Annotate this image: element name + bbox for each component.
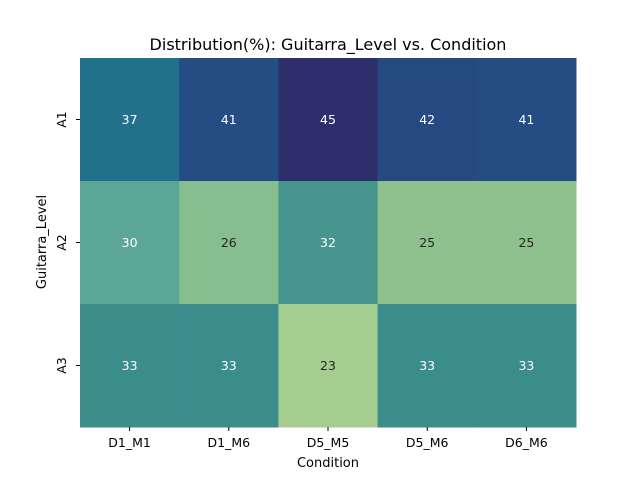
chart-title: Distribution(%): Guitarra_Level vs. Cond… xyxy=(150,35,507,55)
x-tick-label: D1_M6 xyxy=(208,435,251,450)
heatmap-cell-A1-D6_M6 xyxy=(476,58,577,182)
cell-value-label: 26 xyxy=(221,235,237,250)
cell-value-label: 37 xyxy=(122,112,138,127)
cell-value-label: 30 xyxy=(122,235,138,250)
cell-value-label: 23 xyxy=(320,358,336,373)
x-axis-ticks: D1_M1 D1_M6 D5_M5 D5_M6 D6_M6 xyxy=(108,427,548,450)
heatmap-cell-A1-D5_M5 xyxy=(278,58,379,182)
cell-value-label: 33 xyxy=(122,358,138,373)
x-axis-label: Condition xyxy=(297,456,359,471)
cell-value-label: 41 xyxy=(518,112,534,127)
cell-value-label: 32 xyxy=(320,235,336,250)
heatmap-cell-A3-D6_M6 xyxy=(476,304,577,428)
y-tick-label: A1 xyxy=(54,111,69,128)
cell-value-label: 33 xyxy=(221,358,237,373)
y-tick-label: A2 xyxy=(54,234,69,251)
y-axis-ticks: A1 A2 A3 xyxy=(54,111,80,374)
cell-value-label: 45 xyxy=(320,112,336,127)
heatmap-cell-A1-D5_M6 xyxy=(377,58,478,182)
heatmap-cell-A3-D1_M1 xyxy=(80,304,180,428)
heatmap-cell-labels: 37 41 45 42 41 30 26 32 25 25 33 33 23 33 33 xyxy=(122,112,535,373)
y-axis-label: Guitarra_Level xyxy=(35,195,50,289)
heatmap-cell-A2-D5_M5 xyxy=(278,181,379,305)
heatmap-cells xyxy=(80,58,577,428)
heatmap-cell-A2-D1_M1 xyxy=(80,181,180,305)
cell-value-label: 41 xyxy=(221,112,237,127)
cell-value-label: 25 xyxy=(518,235,534,250)
cell-value-label: 42 xyxy=(419,112,435,127)
y-tick-label: A3 xyxy=(54,357,69,374)
heatmap-cell-A1-D1_M6 xyxy=(179,58,279,182)
x-tick-label: D1_M1 xyxy=(108,435,151,450)
heatmap-cell-A2-D5_M6 xyxy=(377,181,478,305)
cell-value-label: 25 xyxy=(419,235,435,250)
heatmap-cell-A3-D5_M6 xyxy=(377,304,478,428)
heatmap-cell-A2-D6_M6 xyxy=(476,181,577,305)
heatmap-cell-A3-D5_M5 xyxy=(278,304,379,428)
x-tick-label: D5_M6 xyxy=(406,435,449,450)
heatmap-cell-A2-D1_M6 xyxy=(179,181,279,305)
cell-value-label: 33 xyxy=(419,358,435,373)
heatmap-cell-A1-D1_M1 xyxy=(80,58,180,182)
heatmap-cell-A3-D1_M6 xyxy=(179,304,279,428)
cell-value-label: 33 xyxy=(518,358,534,373)
x-tick-label: D6_M6 xyxy=(505,435,548,450)
x-tick-label: D5_M5 xyxy=(307,435,350,450)
